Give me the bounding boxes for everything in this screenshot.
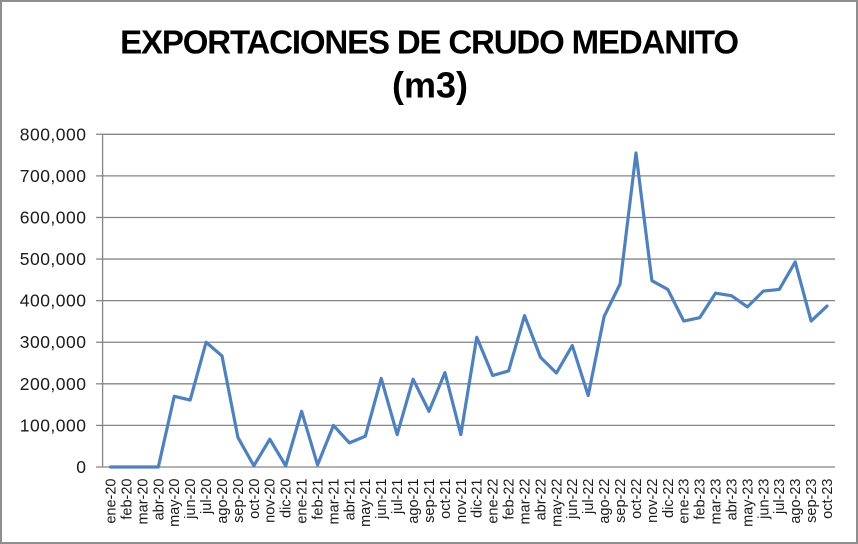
- svg-text:(m3): (m3): [392, 65, 468, 106]
- svg-text:oct-23: oct-23: [820, 479, 836, 519]
- svg-text:sep-23: sep-23: [804, 479, 820, 523]
- svg-text:ago-23: ago-23: [788, 479, 804, 524]
- svg-text:nov-20: nov-20: [263, 479, 279, 523]
- svg-text:EXPORTACIONES DE CRUDO MEDANIT: EXPORTACIONES DE CRUDO MEDANITO: [120, 24, 738, 61]
- svg-text:feb-23: feb-23: [693, 479, 709, 520]
- svg-text:nov-21: nov-21: [454, 479, 470, 523]
- svg-text:400,000: 400,000: [20, 291, 87, 311]
- svg-text:may-21: may-21: [358, 479, 374, 527]
- svg-text:oct-22: oct-22: [629, 479, 645, 519]
- svg-text:nov-22: nov-22: [645, 479, 661, 523]
- svg-text:sep-21: sep-21: [422, 479, 438, 523]
- svg-text:abr-22: abr-22: [533, 479, 549, 521]
- svg-text:ago-21: ago-21: [406, 479, 422, 524]
- svg-text:oct-20: oct-20: [247, 479, 263, 519]
- svg-text:800,000: 800,000: [20, 124, 87, 144]
- svg-text:jun-23: jun-23: [756, 479, 772, 520]
- svg-text:oct-21: oct-21: [438, 479, 454, 519]
- svg-text:feb-22: feb-22: [502, 479, 518, 520]
- svg-text:200,000: 200,000: [20, 374, 87, 394]
- svg-text:jul-23: jul-23: [772, 479, 788, 515]
- svg-text:ago-20: ago-20: [215, 479, 231, 524]
- svg-text:jun-21: jun-21: [374, 479, 390, 520]
- svg-text:ene-21: ene-21: [295, 479, 311, 524]
- svg-text:0: 0: [76, 457, 86, 477]
- svg-text:mar-22: mar-22: [517, 479, 533, 525]
- svg-text:sep-20: sep-20: [231, 479, 247, 523]
- svg-text:mar-20: mar-20: [135, 479, 151, 525]
- svg-text:jun-22: jun-22: [565, 479, 581, 520]
- svg-text:dic-22: dic-22: [661, 479, 677, 519]
- svg-text:jul-21: jul-21: [390, 479, 406, 515]
- svg-text:dic-21: dic-21: [470, 479, 486, 519]
- svg-text:may-20: may-20: [167, 479, 183, 527]
- svg-text:feb-21: feb-21: [310, 479, 326, 520]
- svg-text:dic-20: dic-20: [279, 479, 295, 519]
- svg-text:500,000: 500,000: [20, 249, 87, 269]
- svg-text:mar-21: mar-21: [326, 479, 342, 525]
- svg-text:ene-23: ene-23: [677, 479, 693, 524]
- svg-text:mar-23: mar-23: [709, 479, 725, 525]
- svg-text:abr-21: abr-21: [342, 479, 358, 521]
- svg-text:abr-20: abr-20: [151, 479, 167, 521]
- svg-text:abr-23: abr-23: [724, 479, 740, 521]
- svg-text:300,000: 300,000: [20, 332, 87, 352]
- svg-text:jul-22: jul-22: [581, 479, 597, 515]
- svg-text:feb-20: feb-20: [119, 479, 135, 520]
- svg-text:700,000: 700,000: [20, 166, 87, 186]
- svg-text:sep-22: sep-22: [613, 479, 629, 523]
- svg-text:ene-20: ene-20: [103, 479, 119, 524]
- svg-text:jun-20: jun-20: [183, 479, 199, 520]
- svg-text:100,000: 100,000: [20, 415, 87, 435]
- svg-text:ago-22: ago-22: [597, 479, 613, 524]
- svg-text:ene-22: ene-22: [486, 479, 502, 524]
- svg-text:may-23: may-23: [740, 479, 756, 527]
- svg-text:600,000: 600,000: [20, 207, 87, 227]
- svg-text:may-22: may-22: [549, 479, 565, 527]
- svg-text:jul-20: jul-20: [199, 479, 215, 515]
